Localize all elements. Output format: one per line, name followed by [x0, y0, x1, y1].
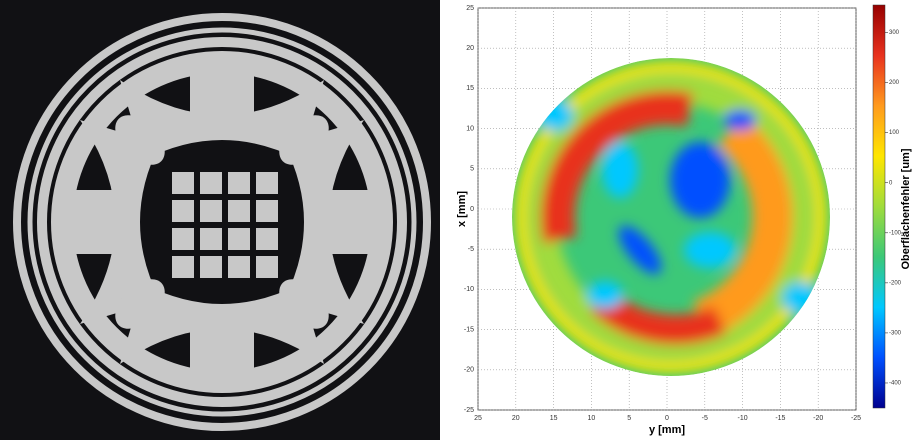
page: y [mm] x [mm] Oberflächenfehler [um] 25 2… — [0, 0, 915, 445]
y-tick-label: -5 — [468, 246, 474, 253]
x-tick-label: -25 — [851, 415, 861, 422]
y-tick-label: 0 — [470, 206, 474, 213]
colorbar-label: Oberflächenfehler [um] — [900, 148, 912, 269]
x-tick-label: 0 — [665, 415, 669, 422]
surface-map — [512, 58, 830, 376]
x-tick-label: -5 — [702, 415, 708, 422]
figure: y [mm] x [mm] Oberflächenfehler [um] 25 2… — [0, 0, 915, 440]
x-tick-label: -10 — [738, 415, 748, 422]
y-tick-label: -20 — [464, 367, 474, 374]
y-tick-label: 10 — [466, 125, 474, 132]
y-tick-label: -10 — [464, 286, 474, 293]
x-tick-label: -20 — [813, 415, 823, 422]
x-tick-label: 15 — [550, 415, 558, 422]
colorbar-tick-label: 100 — [889, 130, 900, 136]
x-tick-label: 10 — [588, 415, 596, 422]
x-tick-label: 25 — [474, 415, 482, 422]
colorbar-tick-label: 200 — [889, 80, 900, 86]
colorbar-tick-label: -300 — [889, 330, 902, 336]
colorbar-tick-label: 300 — [889, 30, 900, 36]
y-tick-label: 25 — [466, 5, 474, 12]
x-tick-label: -15 — [775, 415, 785, 422]
colorbar-tick-label: -400 — [889, 381, 902, 387]
colorbar — [873, 5, 885, 408]
y-tick-label: -15 — [464, 326, 474, 333]
colorbar-tick-label: 0 — [889, 180, 893, 186]
colorbar-tick-label: -100 — [889, 230, 902, 236]
y-tick-label: 15 — [466, 85, 474, 92]
colorbar-tick-label: -200 — [889, 280, 902, 286]
x-tick-label: 5 — [627, 415, 631, 422]
y-tick-label: 20 — [466, 45, 474, 52]
x-tick-label: 20 — [512, 415, 520, 422]
y-tick-label: -25 — [464, 407, 474, 414]
pattern-image — [0, 0, 440, 440]
x-axis-label: y [mm] — [649, 424, 685, 436]
y-axis-label: x [mm] — [456, 191, 468, 227]
y-tick-label: 5 — [470, 166, 474, 173]
